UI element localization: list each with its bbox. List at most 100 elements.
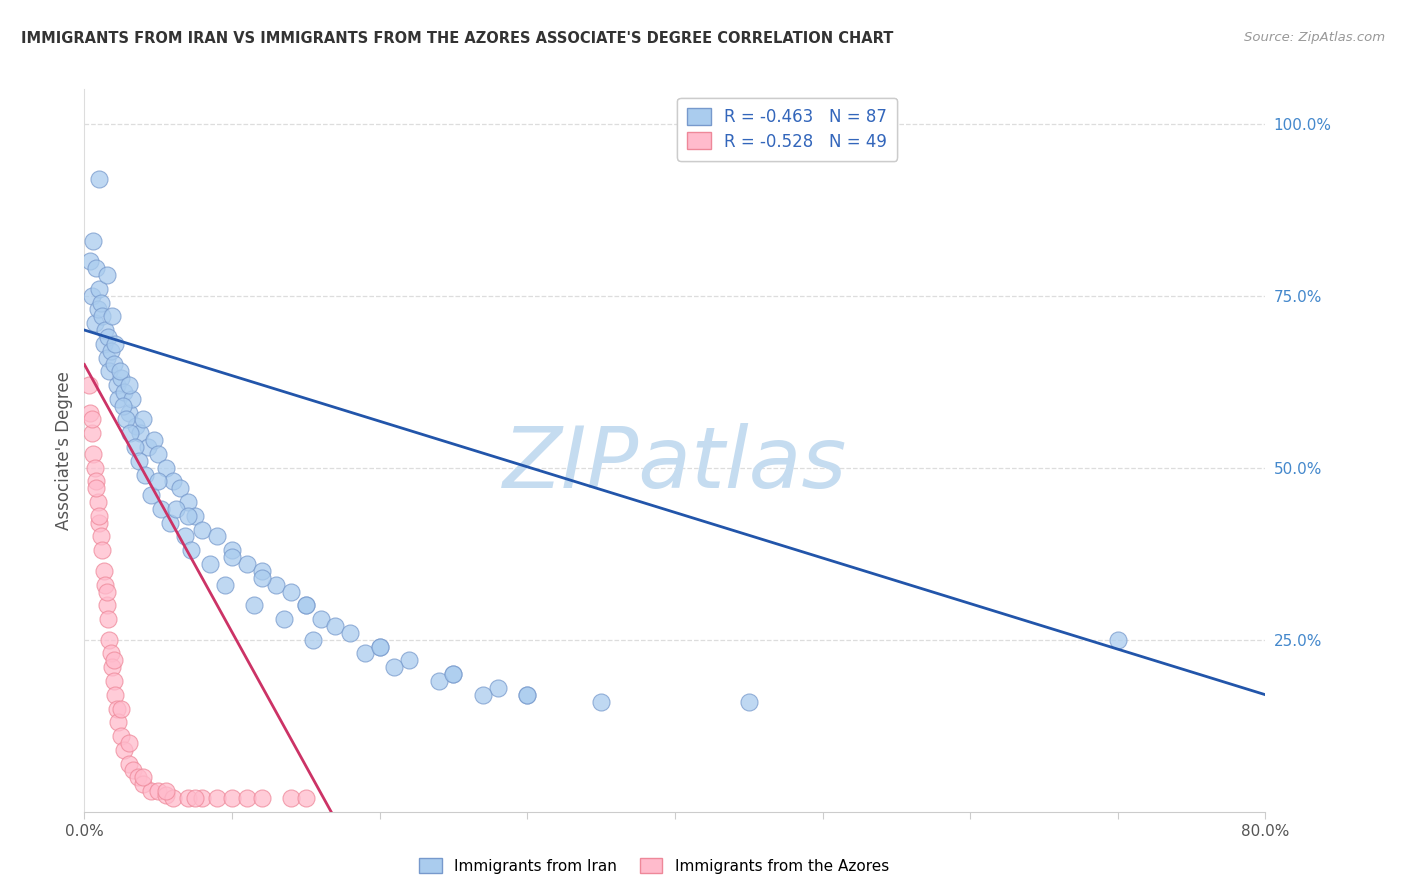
Point: [148, 447, 170, 461]
Point: [83, 460, 105, 475]
Point: [177, 495, 200, 509]
Point: [104, 688, 127, 702]
Point: [80, 288, 103, 302]
Point: [236, 557, 259, 571]
Point: [177, 791, 200, 805]
Point: [273, 612, 295, 626]
Point: [441, 667, 464, 681]
Point: [128, 454, 150, 468]
Point: [91, 310, 114, 324]
Point: [221, 791, 243, 805]
Point: [97, 330, 120, 344]
Point: [221, 550, 243, 565]
Point: [198, 557, 221, 571]
Point: [105, 701, 128, 715]
Point: [96, 584, 118, 599]
Point: [184, 508, 207, 523]
Point: [96, 599, 118, 613]
Point: [173, 529, 195, 543]
Point: [295, 599, 318, 613]
Point: [110, 701, 132, 715]
Point: [136, 440, 159, 454]
Point: [107, 392, 129, 406]
Point: [118, 756, 141, 771]
Point: [110, 729, 132, 743]
Point: [162, 475, 184, 489]
Point: [79, 406, 101, 420]
Point: [250, 564, 273, 578]
Legend: Immigrants from Iran, Immigrants from the Azores: Immigrants from Iran, Immigrants from th…: [412, 852, 896, 880]
Point: [354, 647, 377, 661]
Point: [90, 529, 112, 543]
Point: [184, 791, 207, 805]
Point: [214, 577, 236, 591]
Point: [89, 508, 111, 523]
Point: [84, 481, 107, 495]
Point: [125, 419, 148, 434]
Point: [118, 406, 141, 420]
Point: [103, 358, 125, 372]
Point: [103, 653, 125, 667]
Text: IMMIGRANTS FROM IRAN VS IMMIGRANTS FROM THE AZORES ASSOCIATE'S DEGREE CORRELATIO: IMMIGRANTS FROM IRAN VS IMMIGRANTS FROM …: [21, 31, 893, 46]
Text: ZIPatlas: ZIPatlas: [503, 424, 846, 507]
Point: [124, 440, 146, 454]
Point: [89, 516, 111, 530]
Point: [96, 351, 118, 365]
Point: [112, 743, 135, 757]
Point: [89, 282, 111, 296]
Point: [159, 516, 181, 530]
Point: [100, 647, 122, 661]
Point: [121, 392, 143, 406]
Point: [155, 460, 177, 475]
Text: Source: ZipAtlas.com: Source: ZipAtlas.com: [1244, 31, 1385, 45]
Point: [280, 791, 302, 805]
Point: [162, 791, 184, 805]
Point: [90, 295, 112, 310]
Point: [118, 736, 141, 750]
Point: [280, 584, 302, 599]
Point: [398, 653, 420, 667]
Point: [118, 378, 141, 392]
Point: [382, 660, 406, 674]
Point: [105, 378, 128, 392]
Point: [177, 508, 200, 523]
Point: [114, 412, 136, 426]
Point: [101, 660, 124, 674]
Point: [134, 467, 156, 482]
Point: [93, 564, 115, 578]
Point: [97, 612, 120, 626]
Point: [83, 316, 105, 330]
Point: [139, 784, 162, 798]
Point: [132, 770, 155, 784]
Point: [150, 502, 173, 516]
Point: [205, 791, 228, 805]
Point: [110, 371, 132, 385]
Point: [101, 310, 124, 324]
Point: [77, 378, 100, 392]
Point: [79, 254, 101, 268]
Legend: R = -0.463   N = 87, R = -0.528   N = 49: R = -0.463 N = 87, R = -0.528 N = 49: [678, 97, 897, 161]
Point: [169, 481, 191, 495]
Point: [112, 384, 135, 399]
Point: [98, 632, 121, 647]
Point: [243, 599, 266, 613]
Point: [103, 673, 125, 688]
Point: [127, 770, 149, 784]
Point: [98, 364, 121, 378]
Point: [93, 336, 115, 351]
Point: [107, 715, 129, 730]
Point: [155, 784, 177, 798]
Point: [309, 612, 332, 626]
Point: [591, 695, 613, 709]
Point: [148, 784, 170, 798]
Point: [250, 571, 273, 585]
Point: [84, 475, 107, 489]
Point: [96, 268, 118, 282]
Point: [122, 764, 145, 778]
Point: [427, 673, 450, 688]
Point: [295, 599, 318, 613]
Point: [86, 302, 108, 317]
Point: [120, 426, 142, 441]
Point: [94, 323, 117, 337]
Point: [155, 788, 177, 802]
